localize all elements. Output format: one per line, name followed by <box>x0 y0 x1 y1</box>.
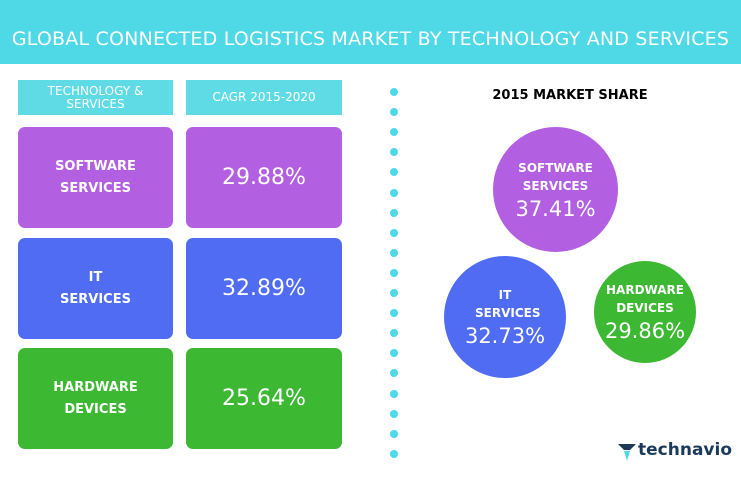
market-share-title: 2015 MARKET SHARE <box>492 88 648 103</box>
divider-dot <box>390 449 398 458</box>
row-label-cell: HARDWARE DEVICES <box>18 348 173 449</box>
table-header: TECHNOLOGY & SERVICES <box>18 80 173 115</box>
row-value: 29.88% <box>222 165 306 190</box>
divider-dot <box>390 409 398 418</box>
divider-dot <box>390 289 398 297</box>
row-label: SOFTWARE SERVICES <box>55 158 136 196</box>
bubble-value: 37.41% <box>515 196 596 221</box>
table-header: CAGR 2015-2020 <box>186 80 342 115</box>
divider-dot <box>390 268 398 277</box>
divider-dot <box>390 208 398 217</box>
logo: technavio <box>638 440 732 460</box>
row-value: 32.89% <box>222 276 306 301</box>
divider-dot <box>390 228 398 237</box>
row-label: HARDWARE DEVICES <box>53 379 138 417</box>
share-bubble: IT SERVICES 32.73% <box>444 256 566 378</box>
divider-dot <box>390 168 398 177</box>
row-label-cell: IT SERVICES <box>18 238 173 339</box>
bubble-label: IT SERVICES <box>475 288 541 320</box>
divider-dot <box>390 108 398 117</box>
logo-shape <box>618 444 636 450</box>
share-bubble: HARDWARE DEVICES 29.86% <box>594 261 696 363</box>
logo-shape <box>624 451 630 461</box>
divider-dot <box>390 329 398 338</box>
row-value-cell: 29.88% <box>186 127 342 228</box>
divider-dot <box>390 349 398 358</box>
divider-dot <box>390 148 398 157</box>
divider-dot <box>390 88 398 96</box>
bubble-label: HARDWARE DEVICES <box>606 283 684 315</box>
row-value-cell: 25.64% <box>186 348 342 449</box>
divider-dot <box>390 128 398 137</box>
share-bubble: SOFTWARE SERVICES 37.41% <box>493 127 618 252</box>
logo-icon <box>618 444 636 461</box>
row-label: IT SERVICES <box>60 269 131 307</box>
row-value: 25.64% <box>222 386 306 411</box>
header-title: GLOBAL CONNECTED LOGISTICS MARKET BY TEC… <box>0 0 741 64</box>
row-value-cell: 32.89% <box>186 238 342 339</box>
divider-dot <box>390 389 398 398</box>
bubble-value: 29.86% <box>604 319 686 343</box>
divider-dot <box>390 188 398 197</box>
divider-dot <box>390 429 398 438</box>
bubble-value: 32.73% <box>464 324 546 348</box>
divider-dot <box>390 248 398 257</box>
divider-dot <box>390 309 398 318</box>
bubble-label: SOFTWARE SERVICES <box>518 160 593 193</box>
row-label-cell: SOFTWARE SERVICES <box>18 127 173 228</box>
divider-dot <box>390 369 398 378</box>
